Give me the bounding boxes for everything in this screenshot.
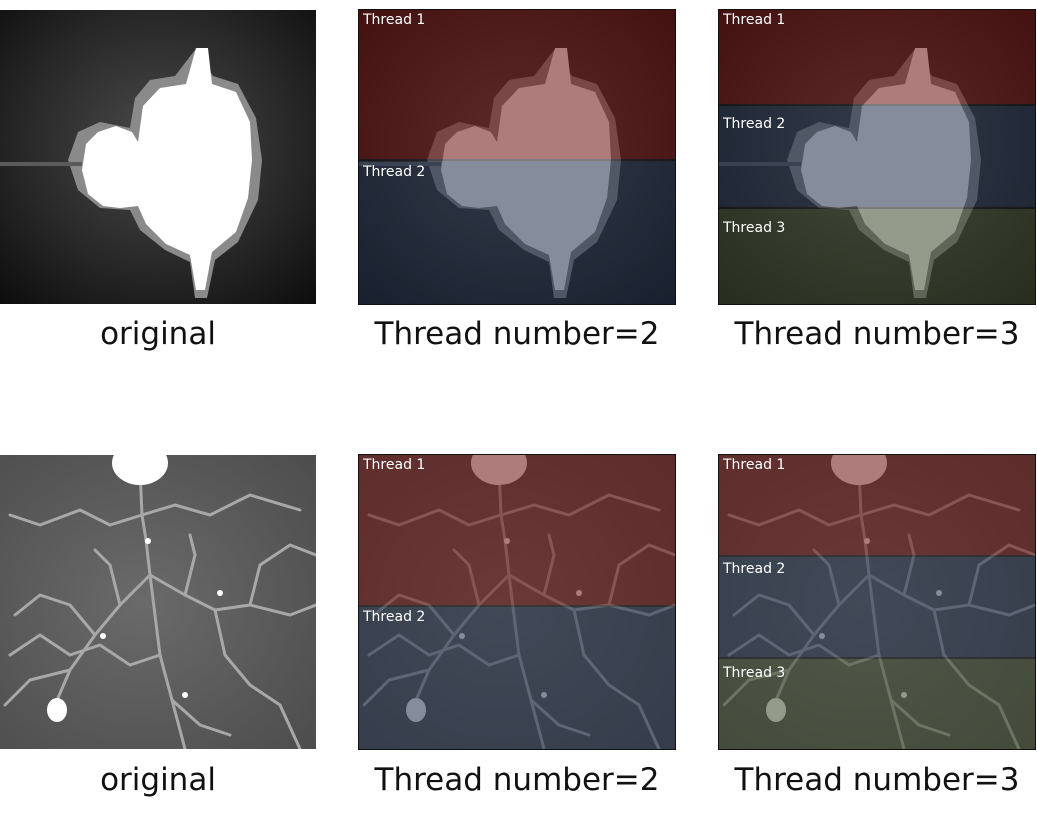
thread-label: Thread 2 [723, 561, 786, 577]
thread-region [359, 10, 675, 159]
thread-label: Thread 1 [363, 12, 426, 28]
row2-three-thread-caption: Thread number=3 [734, 762, 1020, 798]
thread-region [359, 455, 675, 605]
row2-two-thread-caption: Thread number=2 [374, 762, 660, 798]
thread-region [719, 555, 1035, 657]
row1-two-thread-panel: Thread 1 Thread 2 [358, 9, 676, 305]
thread-region [359, 159, 675, 304]
thread-label: Thread 2 [723, 116, 786, 132]
thread-region [719, 104, 1035, 207]
row2-original-caption: original [100, 762, 216, 798]
thread-label: Thread 2 [363, 609, 426, 625]
thread-region [719, 207, 1035, 304]
thread-region [719, 657, 1035, 749]
row1-two-thread-caption: Thread number=2 [374, 316, 660, 352]
fractal-image [0, 455, 316, 749]
thread-label: Thread 3 [723, 220, 786, 236]
row1-original-image [0, 10, 316, 304]
thread-label: Thread 1 [723, 457, 786, 473]
thread-label: Thread 2 [363, 164, 426, 180]
row1-three-thread-caption: Thread number=3 [734, 316, 1020, 352]
row1-original-caption: original [100, 316, 216, 352]
fractal-image [0, 10, 316, 304]
thread-region [719, 10, 1035, 104]
row2-three-thread-panel: Thread 1 Thread 2 Thread 3 [718, 454, 1036, 750]
thread-label: Thread 1 [723, 12, 786, 28]
thread-region [359, 605, 675, 749]
thread-label: Thread 1 [363, 457, 426, 473]
thread-region [719, 455, 1035, 555]
row2-original-image [0, 455, 316, 749]
thread-label: Thread 3 [723, 665, 786, 681]
row2-two-thread-panel: Thread 1 Thread 2 [358, 454, 676, 750]
row1-three-thread-panel: Thread 1 Thread 2 Thread 3 [718, 9, 1036, 305]
